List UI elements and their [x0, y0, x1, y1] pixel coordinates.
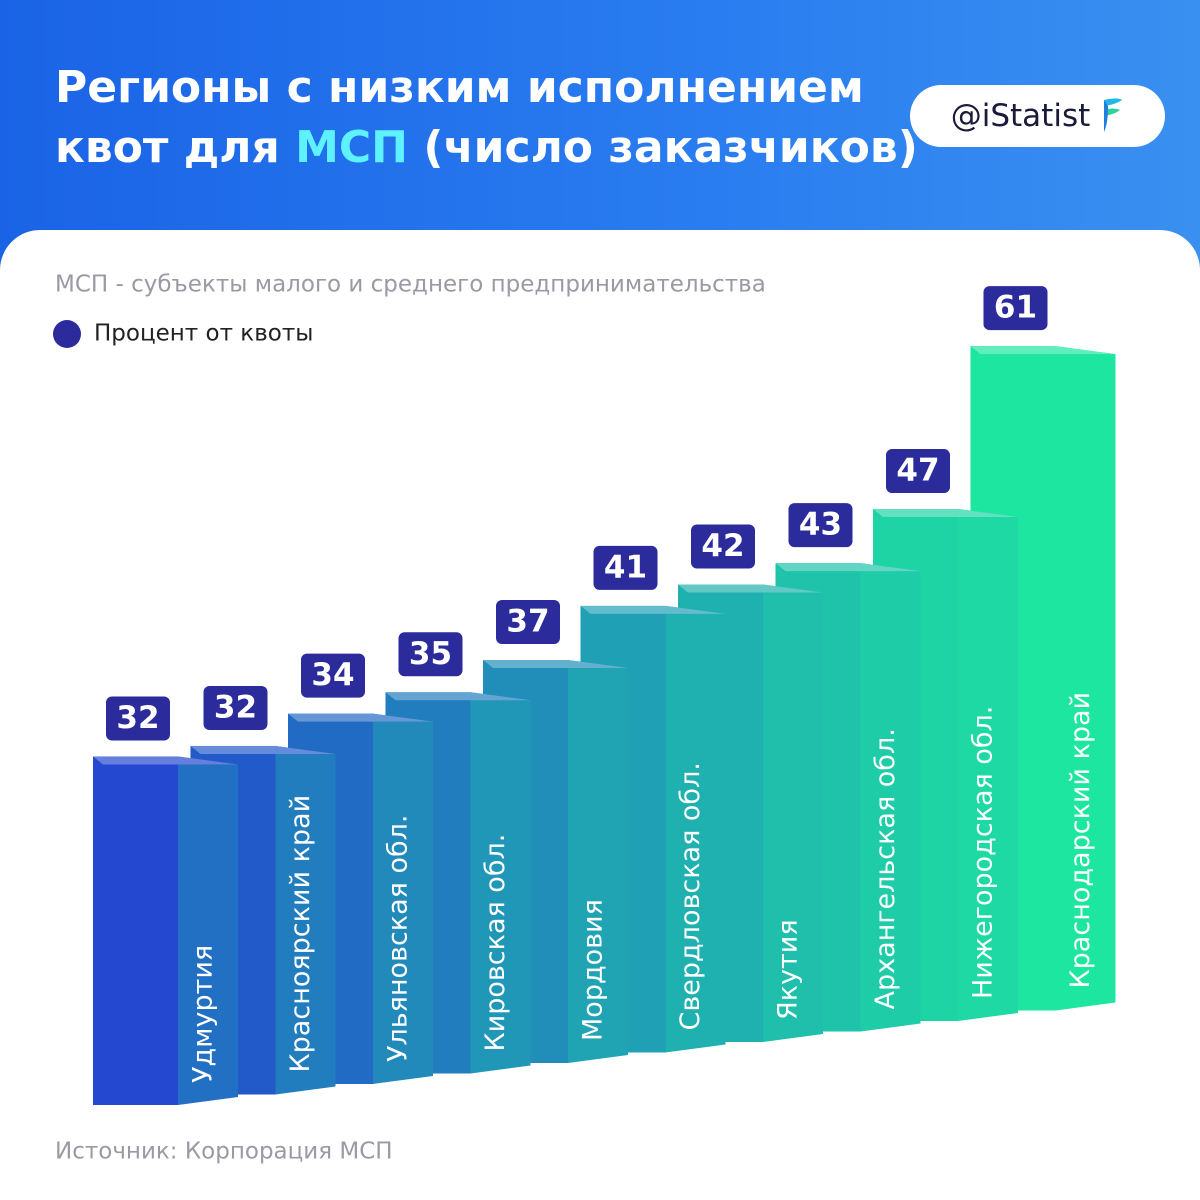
legend-label: Процент от квоты — [94, 321, 313, 347]
subtitle: МСП - субъекты малого и среднего предпри… — [55, 272, 766, 298]
bar-top — [775, 563, 921, 572]
brand-logo — [1104, 98, 1123, 132]
value-label-box — [398, 632, 463, 677]
category-label: Архангельская обл. — [870, 728, 901, 1009]
value-label: 37 — [506, 603, 549, 639]
bar-top — [970, 346, 1116, 355]
bar-top — [385, 692, 531, 701]
bar-top — [483, 659, 628, 668]
bar-side — [763, 584, 823, 1042]
value-label: 34 — [311, 657, 354, 693]
category-label: Якутия — [773, 919, 804, 1020]
bar-side — [178, 756, 238, 1105]
title-part: квот для — [55, 122, 280, 173]
value-label: 35 — [409, 636, 452, 672]
bar-top — [190, 745, 336, 754]
bar-side — [568, 659, 628, 1063]
category-label: Свердловская обл. — [675, 762, 706, 1030]
value-label: 41 — [604, 549, 647, 585]
bar-top — [93, 756, 238, 765]
bar-top — [678, 584, 823, 593]
chart-title: Регионы с низким исполнением квот для МС… — [55, 58, 918, 178]
value-label-box — [983, 286, 1048, 331]
category-label: Удмуртия — [188, 945, 219, 1083]
category-label: Мордовия — [578, 899, 609, 1041]
value-label-box — [886, 449, 950, 494]
value-label: 32 — [116, 700, 159, 736]
value-label: 42 — [701, 528, 744, 564]
title-part: Регионы с низким исполнением — [55, 62, 864, 113]
bar-top — [580, 605, 726, 614]
value-label-box — [203, 685, 268, 730]
brand-text: @iStatist — [950, 98, 1091, 134]
legend-marker — [53, 320, 81, 348]
category-label: Ульяновская обл. — [383, 815, 414, 1062]
value-label: 32 — [214, 689, 257, 725]
bar-side — [958, 509, 1018, 1021]
bar-top — [288, 713, 433, 722]
category-label: Нижегородская обл. — [968, 706, 999, 999]
bar-side — [373, 713, 433, 1084]
bar-side — [665, 605, 726, 1053]
category-label: Красноярский край — [285, 795, 316, 1073]
value-label-box — [691, 524, 755, 569]
bar — [93, 756, 178, 1105]
bar-side — [860, 563, 921, 1032]
source: Источник: Корпорация МСП — [55, 1139, 393, 1165]
bar-side — [470, 692, 531, 1074]
value-label-box — [593, 545, 658, 590]
title-part: (число заказчиков) — [423, 122, 918, 173]
value-label: 43 — [799, 507, 842, 543]
value-label-box — [106, 696, 170, 741]
category-label: Краснодарский край — [1065, 692, 1096, 989]
value-label-box — [301, 653, 365, 698]
bar-group: Удмуртия 32 — [93, 696, 238, 1105]
value-label: 47 — [896, 453, 939, 489]
category-label: Кировская обл. — [480, 834, 511, 1052]
value-label-box — [496, 599, 560, 644]
bar-side — [275, 745, 336, 1095]
value-label: 61 — [994, 290, 1037, 326]
brand-badge: @iStatist — [910, 85, 1165, 147]
bar-side — [1055, 346, 1116, 1011]
value-label-box — [788, 503, 853, 548]
bar-top — [873, 509, 1018, 518]
title-highlight: МСП — [295, 122, 409, 173]
